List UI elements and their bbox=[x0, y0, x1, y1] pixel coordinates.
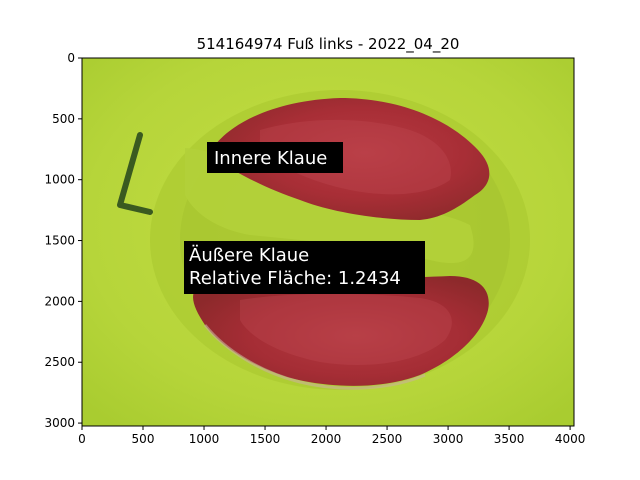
y-tick-label: 2500 bbox=[44, 355, 75, 369]
annotation-outer-line2: Relative Fläche: 1.2434 bbox=[189, 268, 401, 289]
y-tick-label: 3000 bbox=[44, 416, 75, 430]
x-axis: 0 500 1000 1500 2000 2500 3000 3500 4000 bbox=[78, 426, 585, 446]
x-tick-label: 2000 bbox=[311, 432, 342, 446]
annotation-outer-box bbox=[184, 241, 425, 294]
x-tick-label: 1500 bbox=[250, 432, 281, 446]
chart-title: 514164974 Fuß links - 2022_04_20 bbox=[197, 35, 460, 54]
y-axis: 0 500 1000 1500 2000 2500 3000 bbox=[44, 51, 82, 430]
marker-l-icon bbox=[117, 132, 153, 215]
outer-claw-texture bbox=[240, 293, 452, 366]
y-tick-label: 2000 bbox=[44, 294, 75, 308]
x-tick-label: 4000 bbox=[555, 432, 586, 446]
annotation-inner-box bbox=[207, 142, 343, 173]
annotation-outer-line1: Äußere Klaue bbox=[189, 245, 309, 266]
x-tick-label: 1000 bbox=[189, 432, 220, 446]
annotation-inner: Innere Klaue bbox=[207, 142, 343, 173]
x-tick-label: 3000 bbox=[433, 432, 464, 446]
y-tick-label: 1500 bbox=[44, 234, 75, 248]
annotation-outer: Äußere Klaue Relative Fläche: 1.2434 bbox=[184, 241, 425, 294]
outer-claw-rim bbox=[203, 324, 426, 390]
x-tick-label: 0 bbox=[78, 432, 86, 446]
inner-claw-texture bbox=[260, 119, 451, 195]
x-tick-label: 500 bbox=[132, 432, 155, 446]
y-tick-label: 0 bbox=[67, 51, 75, 65]
x-tick-label: 3500 bbox=[494, 432, 525, 446]
outer-claw-overlay bbox=[193, 274, 489, 386]
y-tick-label: 1000 bbox=[44, 173, 75, 187]
inner-claw-overlay bbox=[211, 98, 490, 220]
axes-frame bbox=[81, 57, 575, 427]
y-tick-label: 500 bbox=[52, 112, 75, 126]
x-tick-label: 2500 bbox=[372, 432, 403, 446]
annotation-inner-text: Innere Klaue bbox=[214, 148, 327, 169]
